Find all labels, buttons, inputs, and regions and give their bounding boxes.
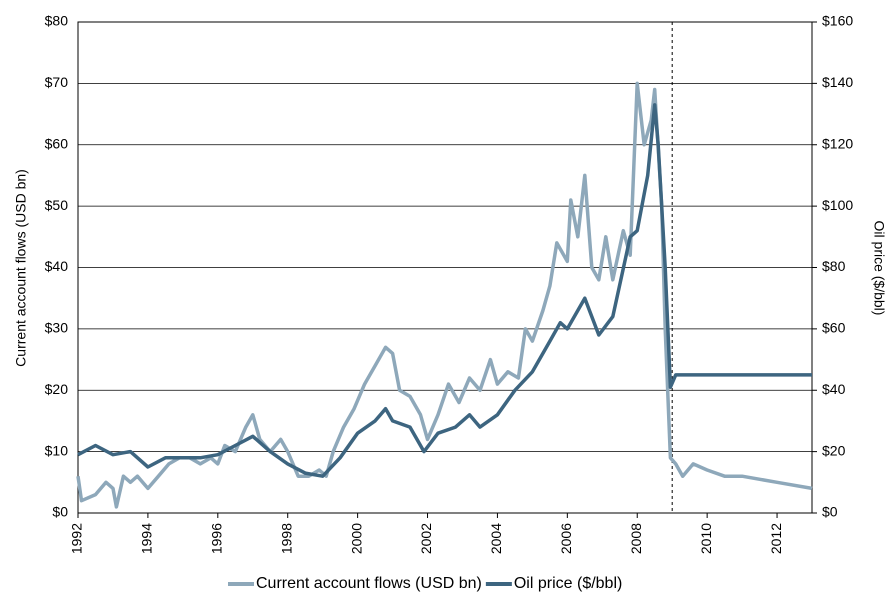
y2-tick-label: $140 (822, 74, 853, 90)
legend-label: Current account flows (USD bn) (256, 575, 482, 592)
x-tick-label: 2006 (558, 523, 574, 554)
y2-tick-label: $80 (822, 258, 846, 274)
x-tick-label: 2008 (628, 523, 644, 554)
y2-tick-label: $0 (822, 504, 838, 520)
series-line (77, 103, 812, 478)
y-tick-label: $50 (45, 197, 69, 213)
series-line (76, 81, 813, 509)
x-tick-label: 2002 (418, 523, 434, 554)
y2-tick-label: $60 (822, 320, 846, 336)
y-tick-label: $70 (45, 74, 69, 90)
x-tick-label: 1998 (278, 523, 294, 554)
y-tick-label: $40 (45, 258, 69, 274)
y-tick-label: $0 (52, 504, 68, 520)
legend-label: Oil price ($/bbl) (514, 575, 622, 592)
y-tick-label: $10 (45, 442, 69, 458)
y-tick-label: $60 (45, 135, 69, 151)
y2-tick-label: $120 (822, 135, 853, 151)
x-tick-label: 2000 (348, 523, 364, 554)
x-tick-label: 2010 (698, 523, 714, 554)
y2-tick-label: $40 (822, 381, 846, 397)
x-tick-label: 2012 (768, 523, 784, 554)
x-tick-label: 1994 (139, 523, 155, 554)
plot-frame (77, 21, 813, 514)
y2-tick-label: $100 (822, 197, 853, 213)
y-tick-label: $30 (45, 320, 69, 336)
y2-tick-label: $20 (822, 442, 846, 458)
y-tick-label: $80 (45, 13, 69, 29)
x-tick-label: 1992 (69, 523, 85, 554)
x-tick-label: 2004 (488, 523, 504, 554)
y2-tick-label: $160 (822, 13, 853, 29)
legend: Current account flows (USD bn) Oil price … (228, 575, 622, 592)
y-axis-title: Current account flows (USD bn) (13, 169, 29, 367)
y2-axis-title: Oil price ($/bbl) (871, 221, 887, 316)
x-tick-label: 1996 (209, 523, 225, 554)
y-tick-label: $20 (45, 381, 69, 397)
